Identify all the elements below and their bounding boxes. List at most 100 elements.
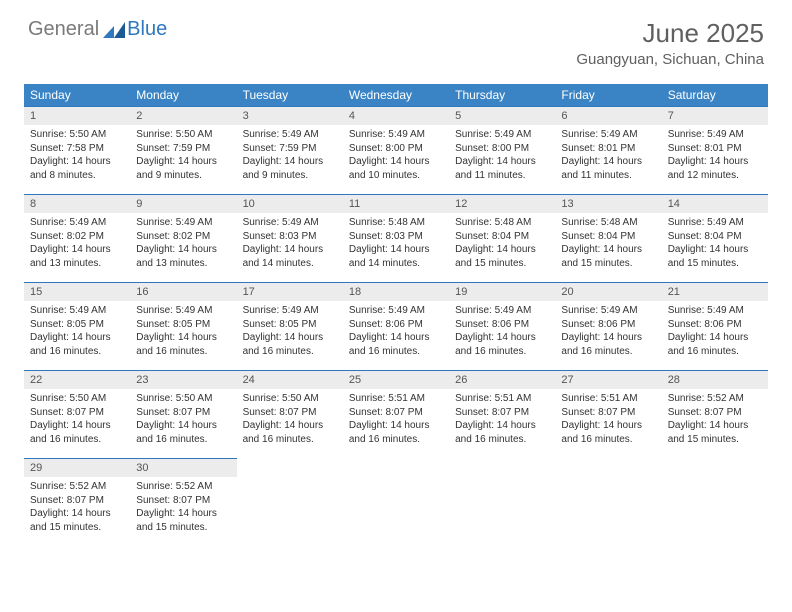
calendar-cell: 12Sunrise: 5:48 AMSunset: 8:04 PMDayligh… (449, 194, 555, 282)
day-number: 9 (130, 194, 236, 213)
calendar-cell (449, 458, 555, 546)
day-number: 30 (130, 458, 236, 477)
sunset-label: Sunset: 8:01 PM (561, 142, 655, 156)
daylight-label-2: and 13 minutes. (30, 257, 124, 271)
daylight-label: Daylight: 14 hours (668, 243, 762, 257)
calendar-cell: 22Sunrise: 5:50 AMSunset: 8:07 PMDayligh… (24, 370, 130, 458)
daylight-label: Daylight: 14 hours (349, 419, 443, 433)
daylight-label-2: and 16 minutes. (136, 345, 230, 359)
day-number: 25 (343, 370, 449, 389)
calendar-cell: 9Sunrise: 5:49 AMSunset: 8:02 PMDaylight… (130, 194, 236, 282)
sunset-label: Sunset: 8:06 PM (668, 318, 762, 332)
sunrise-label: Sunrise: 5:48 AM (455, 216, 549, 230)
weekday-header: Wednesday (343, 84, 449, 106)
day-number: 21 (662, 282, 768, 301)
daylight-label: Daylight: 14 hours (561, 419, 655, 433)
day-number: 27 (555, 370, 661, 389)
calendar-cell: 8Sunrise: 5:49 AMSunset: 8:02 PMDaylight… (24, 194, 130, 282)
daylight-label: Daylight: 14 hours (30, 331, 124, 345)
sunrise-label: Sunrise: 5:49 AM (243, 128, 337, 142)
month-title: June 2025 (576, 18, 764, 49)
calendar-row: 22Sunrise: 5:50 AMSunset: 8:07 PMDayligh… (24, 370, 768, 458)
day-number: 10 (237, 194, 343, 213)
sunrise-label: Sunrise: 5:50 AM (30, 392, 124, 406)
daylight-label-2: and 14 minutes. (349, 257, 443, 271)
sunrise-label: Sunrise: 5:49 AM (30, 304, 124, 318)
daylight-label-2: and 9 minutes. (243, 169, 337, 183)
calendar-cell: 24Sunrise: 5:50 AMSunset: 8:07 PMDayligh… (237, 370, 343, 458)
day-number: 8 (24, 194, 130, 213)
calendar-cell (343, 458, 449, 546)
sunrise-label: Sunrise: 5:48 AM (561, 216, 655, 230)
daylight-label-2: and 11 minutes. (455, 169, 549, 183)
sunset-label: Sunset: 8:07 PM (561, 406, 655, 420)
daylight-label: Daylight: 14 hours (243, 419, 337, 433)
sunrise-label: Sunrise: 5:52 AM (136, 480, 230, 494)
calendar-cell: 3Sunrise: 5:49 AMSunset: 7:59 PMDaylight… (237, 106, 343, 194)
day-body: Sunrise: 5:49 AMSunset: 8:03 PMDaylight:… (237, 213, 343, 276)
brand-part1: General (28, 18, 99, 41)
daylight-label: Daylight: 14 hours (243, 331, 337, 345)
calendar-cell: 1Sunrise: 5:50 AMSunset: 7:58 PMDaylight… (24, 106, 130, 194)
day-number: 26 (449, 370, 555, 389)
daylight-label-2: and 15 minutes. (561, 257, 655, 271)
sunset-label: Sunset: 8:07 PM (136, 494, 230, 508)
daylight-label-2: and 16 minutes. (30, 433, 124, 447)
sunset-label: Sunset: 8:05 PM (30, 318, 124, 332)
daylight-label: Daylight: 14 hours (455, 243, 549, 257)
day-body: Sunrise: 5:49 AMSunset: 8:01 PMDaylight:… (555, 125, 661, 188)
daylight-label-2: and 15 minutes. (668, 257, 762, 271)
daylight-label-2: and 16 minutes. (30, 345, 124, 359)
day-body: Sunrise: 5:49 AMSunset: 8:05 PMDaylight:… (130, 301, 236, 364)
day-body: Sunrise: 5:50 AMSunset: 8:07 PMDaylight:… (130, 389, 236, 452)
daylight-label-2: and 16 minutes. (668, 345, 762, 359)
daylight-label: Daylight: 14 hours (561, 331, 655, 345)
day-body: Sunrise: 5:52 AMSunset: 8:07 PMDaylight:… (130, 477, 236, 540)
sunrise-label: Sunrise: 5:49 AM (668, 128, 762, 142)
daylight-label: Daylight: 14 hours (136, 507, 230, 521)
daylight-label-2: and 13 minutes. (136, 257, 230, 271)
daylight-label: Daylight: 14 hours (349, 331, 443, 345)
day-body: Sunrise: 5:49 AMSunset: 8:05 PMDaylight:… (237, 301, 343, 364)
sunset-label: Sunset: 7:58 PM (30, 142, 124, 156)
sunset-label: Sunset: 8:07 PM (136, 406, 230, 420)
calendar-cell: 4Sunrise: 5:49 AMSunset: 8:00 PMDaylight… (343, 106, 449, 194)
calendar-row: 29Sunrise: 5:52 AMSunset: 8:07 PMDayligh… (24, 458, 768, 546)
weekday-header: Saturday (662, 84, 768, 106)
brand-mark-icon (103, 22, 125, 38)
day-body: Sunrise: 5:49 AMSunset: 8:00 PMDaylight:… (343, 125, 449, 188)
day-number: 2 (130, 106, 236, 125)
daylight-label-2: and 10 minutes. (349, 169, 443, 183)
page-header: General Blue June 2025 Guangyuan, Sichua… (0, 0, 792, 74)
calendar-cell: 26Sunrise: 5:51 AMSunset: 8:07 PMDayligh… (449, 370, 555, 458)
day-number: 5 (449, 106, 555, 125)
sunrise-label: Sunrise: 5:51 AM (561, 392, 655, 406)
sunrise-label: Sunrise: 5:49 AM (455, 304, 549, 318)
daylight-label-2: and 16 minutes. (561, 345, 655, 359)
daylight-label-2: and 12 minutes. (668, 169, 762, 183)
daylight-label-2: and 16 minutes. (136, 433, 230, 447)
daylight-label: Daylight: 14 hours (668, 155, 762, 169)
weekday-header: Tuesday (237, 84, 343, 106)
calendar-cell: 20Sunrise: 5:49 AMSunset: 8:06 PMDayligh… (555, 282, 661, 370)
day-body: Sunrise: 5:49 AMSunset: 8:02 PMDaylight:… (130, 213, 236, 276)
daylight-label: Daylight: 14 hours (243, 155, 337, 169)
calendar-cell: 16Sunrise: 5:49 AMSunset: 8:05 PMDayligh… (130, 282, 236, 370)
sunset-label: Sunset: 8:07 PM (30, 494, 124, 508)
daylight-label: Daylight: 14 hours (455, 419, 549, 433)
day-body: Sunrise: 5:50 AMSunset: 7:59 PMDaylight:… (130, 125, 236, 188)
day-body: Sunrise: 5:49 AMSunset: 8:01 PMDaylight:… (662, 125, 768, 188)
day-body: Sunrise: 5:50 AMSunset: 8:07 PMDaylight:… (24, 389, 130, 452)
sunset-label: Sunset: 8:07 PM (668, 406, 762, 420)
day-number: 4 (343, 106, 449, 125)
sunset-label: Sunset: 8:06 PM (349, 318, 443, 332)
day-number: 15 (24, 282, 130, 301)
sunset-label: Sunset: 8:07 PM (349, 406, 443, 420)
sunset-label: Sunset: 7:59 PM (243, 142, 337, 156)
sunrise-label: Sunrise: 5:49 AM (349, 128, 443, 142)
calendar-cell: 28Sunrise: 5:52 AMSunset: 8:07 PMDayligh… (662, 370, 768, 458)
calendar-cell: 19Sunrise: 5:49 AMSunset: 8:06 PMDayligh… (449, 282, 555, 370)
sunrise-label: Sunrise: 5:50 AM (136, 392, 230, 406)
day-body: Sunrise: 5:50 AMSunset: 8:07 PMDaylight:… (237, 389, 343, 452)
day-number: 19 (449, 282, 555, 301)
